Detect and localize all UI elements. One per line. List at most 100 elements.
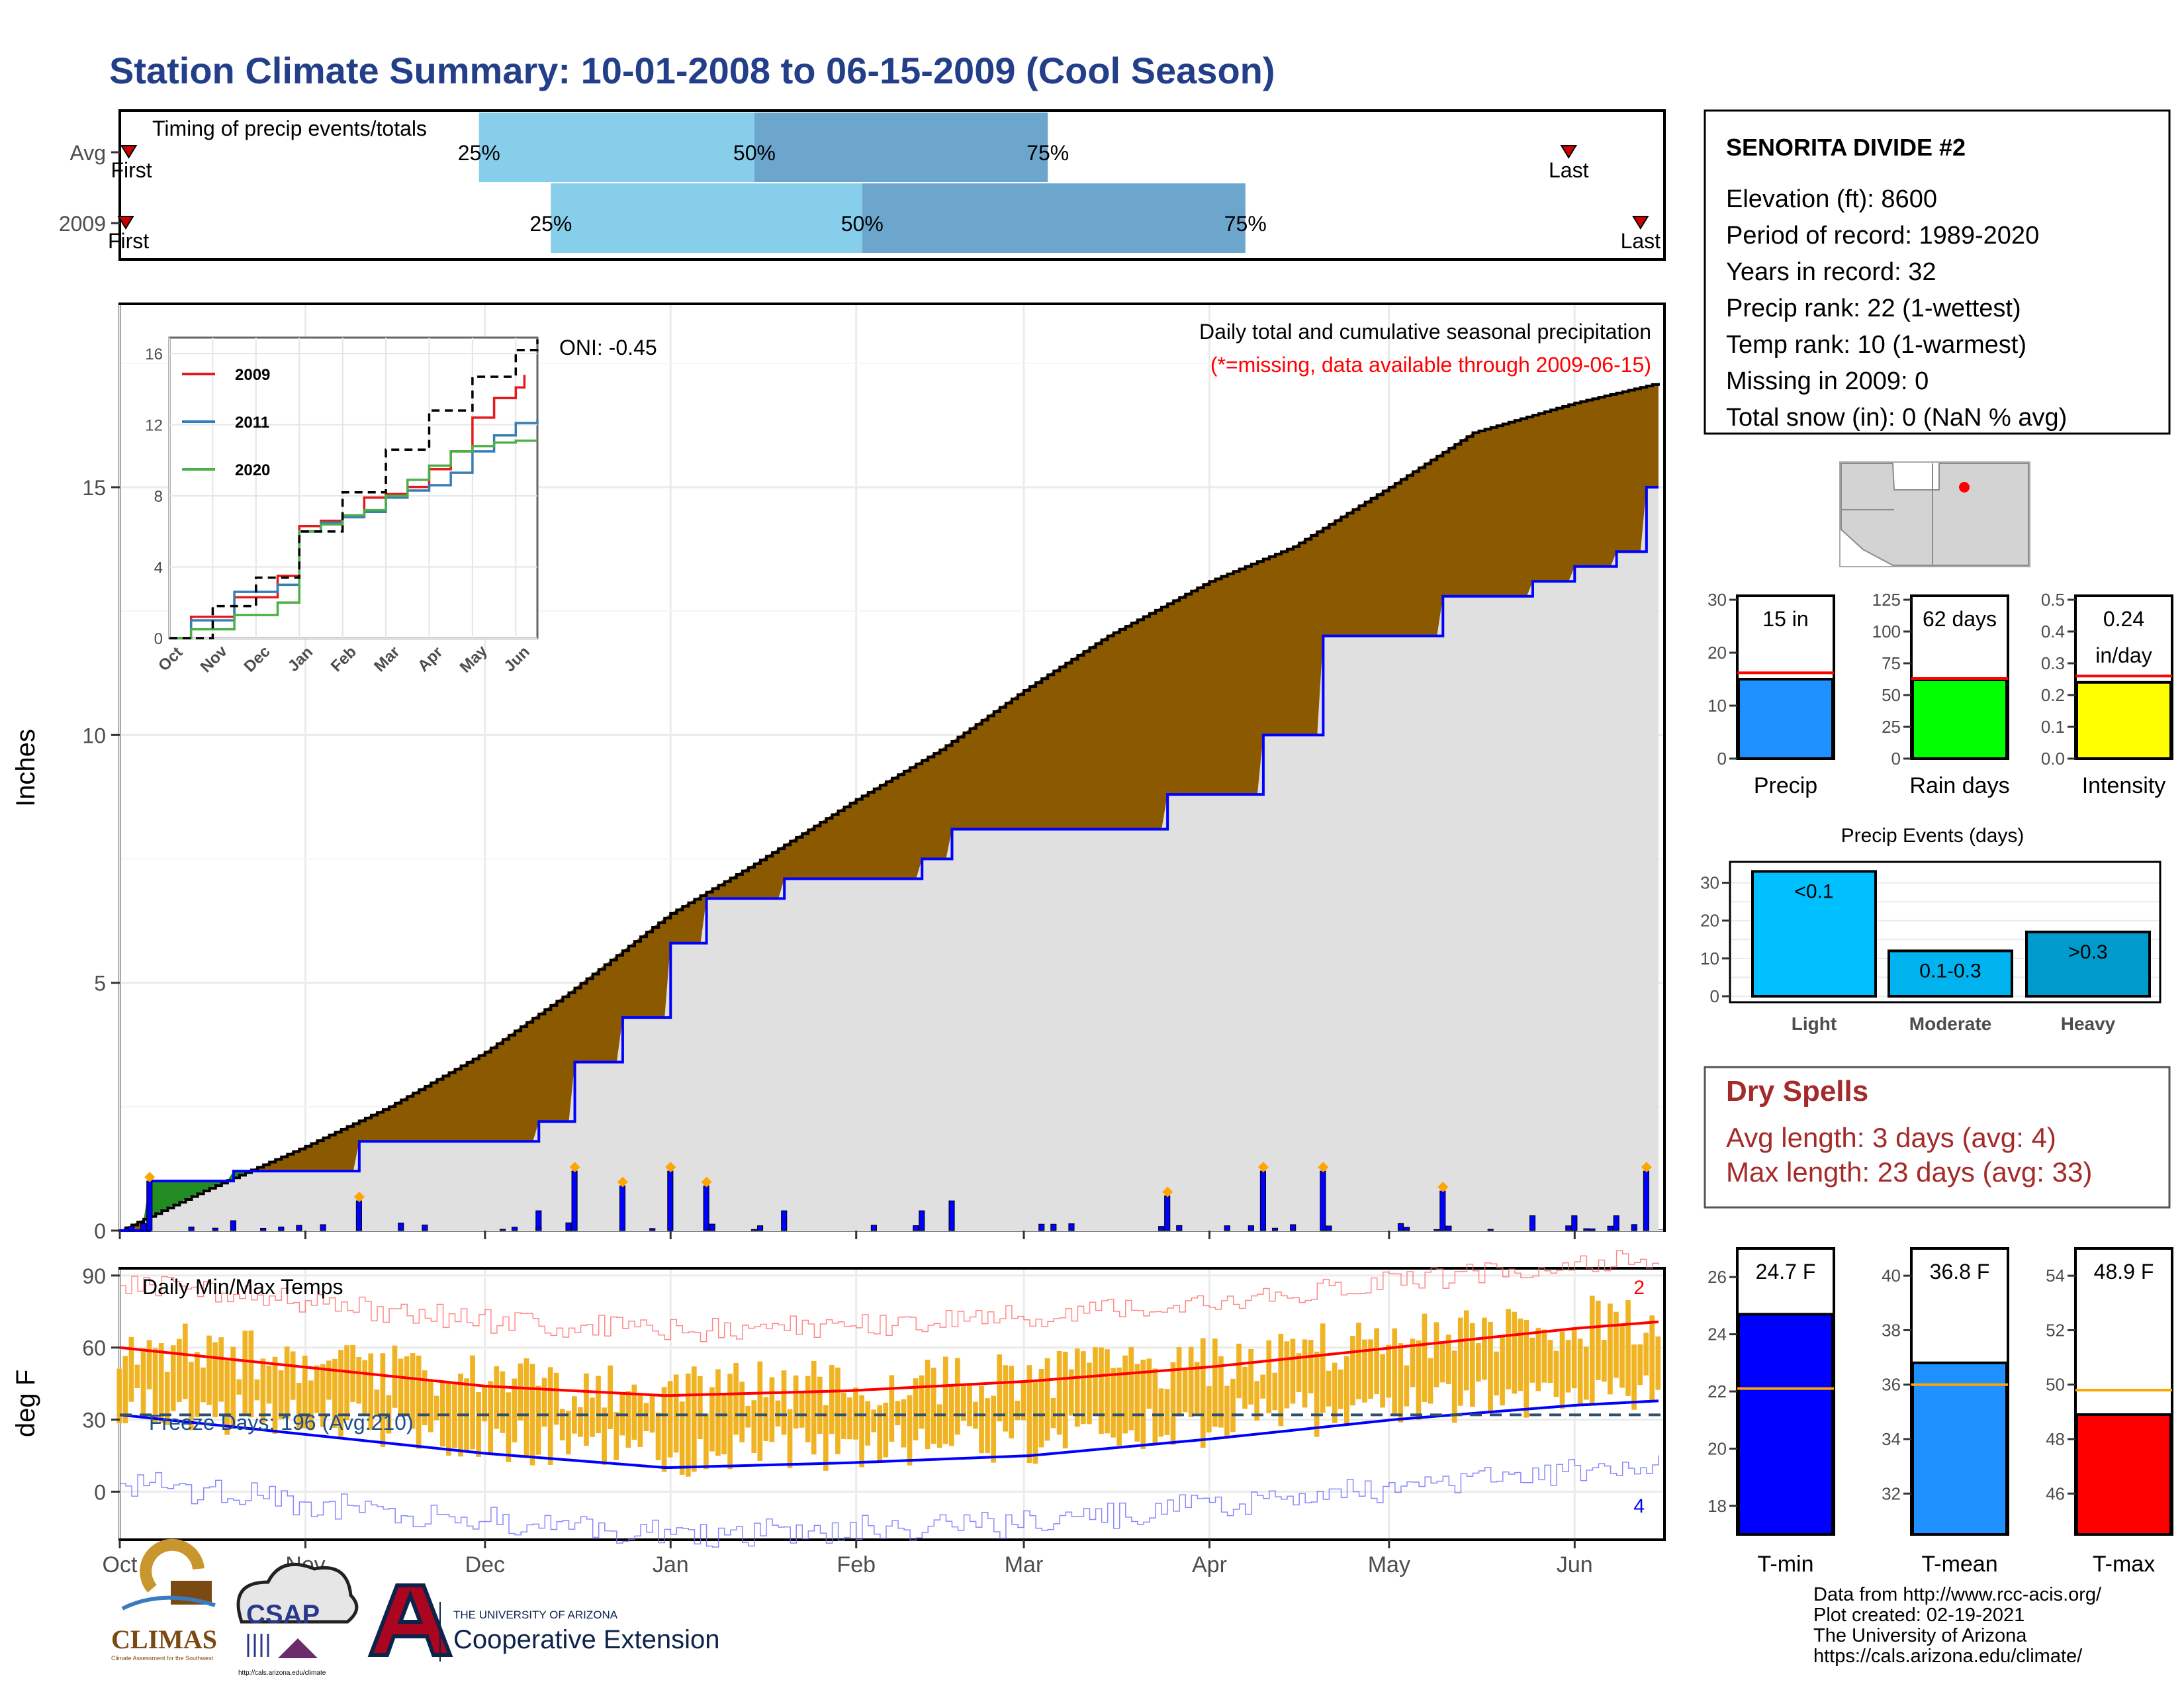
dry-spells-box: Dry Spells Avg length: 3 days (avg: 4) M… [1704,1066,2171,1209]
daily-precip-bar [1224,1225,1230,1231]
daily-temp-range-bar [1338,1369,1343,1409]
daily-temp-range-bar [781,1370,787,1435]
temp-bar-value [1737,1313,1834,1536]
daily-temp-range-bar [1608,1303,1613,1395]
page-title: Station Climate Summary: 10-01-2008 to 0… [109,50,1275,91]
station-info-line: Total snow (in): 0 (NaN % avg) [1726,404,2067,432]
inset-y-tick-label: 0 [154,630,163,648]
station-info-line: Period of record: 1989-2020 [1726,222,2039,250]
daily-precip-bar [140,1223,147,1231]
daily-temp-range-bar [189,1362,194,1430]
inset-y-tick-label: 8 [154,488,163,506]
ua-big-text: Cooperative Extension [453,1625,719,1654]
temperature-stat-bars: 24.7 F T-min 18 20 22 24 26 36.8 F T-mean 32 34 36 3… [1707,1247,2173,1577]
daily-temp-range-bar [1362,1339,1367,1403]
temp-bar-value-text: 24.7 F [1756,1260,1816,1284]
inset-series-line-2020 [169,440,537,639]
daily-temp-range-bar [1637,1344,1643,1385]
daily-temp-range-bar [1254,1381,1260,1421]
inset-legend-label: 2011 [235,414,269,432]
daily-precip-bar [1439,1190,1446,1231]
temp-y-tick-label: 90 [82,1264,106,1288]
heavy-day-marker [617,1176,628,1188]
daily-temp-range-bar [1625,1300,1631,1396]
daily-precip-bar [1613,1215,1619,1231]
daily-temp-range-bar [488,1381,494,1455]
daily-temp-range-bar [1218,1356,1224,1428]
daily-temp-range-bar [535,1385,541,1455]
inset-legend-label: 2009 [235,366,270,384]
daily-temp-range-bar [637,1394,643,1447]
heavy-day-marker [1437,1182,1449,1193]
daily-temp-range-bar [512,1378,518,1442]
temp-bar-label: T-min [1758,1552,1814,1577]
mini-bar-tick-label: 0 [1717,749,1727,769]
precip-deficit-area [120,383,1659,1231]
daily-temp-range-bar [1469,1323,1475,1407]
daily-temp-range-bar [248,1330,254,1418]
daily-temp-range-bar [1296,1353,1302,1393]
temp-bar-tick-label: 22 [1707,1382,1727,1401]
daily-temp-range-bar [1439,1341,1445,1383]
inset-legend-label: 2020 [235,461,270,479]
daily-temp-range-bar [559,1409,565,1440]
events-tick-label: 30 [1700,873,1719,893]
temp-bar-value [1911,1361,2008,1536]
daily-temp-range-bar [529,1364,535,1466]
daily-temp-range-bar [1368,1339,1373,1399]
mini-bar-unit-text: in/day [2095,643,2152,667]
daily-temp-range-bar [452,1382,457,1448]
mini-bar-tick-label: 0.3 [2041,653,2065,673]
events-tick-label: 10 [1700,949,1719,968]
station-name: SENORITA DIVIDE #2 [1726,134,1966,161]
daily-temp-range-bar [811,1360,817,1455]
station-info-line: Missing in 2009: 0 [1726,367,1929,395]
daily-precip-bar [1271,1227,1279,1231]
daily-temp-range-bar [290,1351,296,1400]
daily-precip-bar [1158,1226,1165,1231]
mini-bar-tick-label: 25 [1882,717,1901,737]
daily-temp-range-bar [877,1405,883,1461]
daily-temp-range-bar [655,1412,661,1460]
events-bar [2025,930,2151,998]
inset-y-tick-label: 4 [154,559,163,577]
daily-temp-range-bar [1565,1340,1571,1393]
daily-temp-range-bar [948,1385,954,1446]
events-tick-label: 0 [1710,986,1719,1006]
daily-temp-range-bar [1194,1362,1200,1414]
daily-precip-bar [1529,1215,1536,1231]
daily-temp-range-bar [1236,1343,1242,1399]
daily-temp-range-bar [1093,1347,1098,1416]
temp-y-tick-label: 60 [82,1336,106,1360]
timing-bar-50-75 [862,183,1246,253]
mini-bar-tick-label: 75 [1882,653,1901,673]
station-location-marker [1959,482,1970,492]
daily-temp-range-bar [1087,1362,1092,1425]
mini-bar-tick-label: 30 [1707,590,1727,610]
daily-temp-range-bar [1386,1344,1392,1398]
daily-temp-range-bar [1074,1348,1080,1427]
daily-temp-range-bar [1212,1338,1218,1427]
daily-temp-range-bar [494,1366,500,1429]
mini-bar-value [1737,678,1834,760]
daily-temp-range-bar [1445,1335,1451,1384]
ua-a-mark [367,1583,453,1657]
daily-temp-range-bar [1589,1295,1595,1406]
daily-precip-bar [870,1225,877,1231]
daily-temp-range-bar [823,1405,829,1471]
observed-cumulative-line [120,486,1659,1232]
mini-bar-tick-label: 125 [1872,590,1901,610]
mini-bar-value-text: 62 days [1923,607,1997,631]
temp-bar-label: T-max [2093,1552,2155,1577]
daily-temp-range-bar [757,1361,763,1461]
mini-bar-value [1911,678,2008,760]
daily-precip-bar [709,1223,715,1231]
daily-precip-bar [499,1229,506,1231]
daily-temp-range-bar [1559,1331,1565,1409]
daily-temp-range-bar [793,1375,799,1429]
daily-temp-range-bar [1056,1350,1062,1435]
daily-temp-range-bar [727,1374,733,1470]
daily-temp-range-bar [1260,1374,1266,1399]
daily-temp-range-bar [212,1342,218,1417]
footer-credit-line: Plot created: 02-19-2021 [1813,1605,2025,1626]
